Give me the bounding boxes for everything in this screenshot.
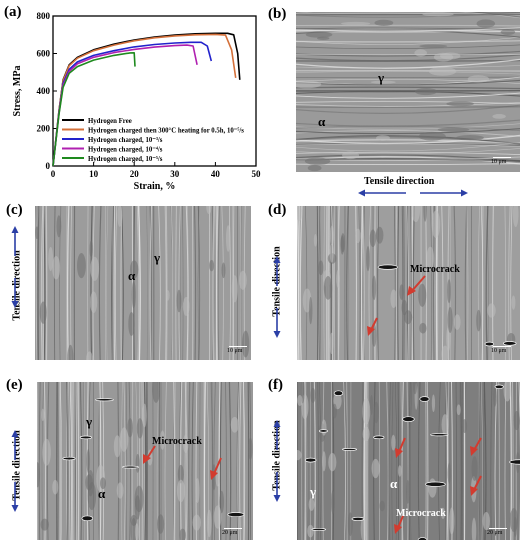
legend-entry-4: Hydrogen charged, 10⁻⁴/s bbox=[88, 147, 163, 154]
legend-entry-5: Hydrogen charged, 10⁻⁵/s bbox=[88, 156, 163, 163]
microcrack-arrows-f bbox=[394, 437, 482, 534]
y-tick-label: 0 bbox=[46, 161, 51, 171]
y-tick-label: 800 bbox=[37, 11, 51, 21]
x-tick-label: 50 bbox=[252, 169, 262, 179]
sem-texture bbox=[35, 206, 251, 360]
microcrack-arrows-e bbox=[143, 445, 222, 480]
alpha-label-c: α bbox=[128, 268, 136, 283]
panel-label-d: (d) bbox=[268, 202, 287, 218]
sem-image-b bbox=[296, 12, 520, 172]
x-tick-label: 40 bbox=[211, 169, 221, 179]
scale-bar-f: 20 μm bbox=[487, 528, 507, 536]
y-tick-label: 200 bbox=[37, 124, 51, 134]
gamma-label-e: γ bbox=[86, 414, 93, 429]
tensile-direction-label-b: Tensile direction bbox=[364, 176, 435, 187]
microcrack-label-e: Microcrack bbox=[152, 436, 202, 447]
series-line-2 bbox=[52, 33, 237, 167]
gamma-label-f: γ bbox=[310, 484, 317, 499]
y-axis-label: Stress, MPa bbox=[12, 66, 23, 117]
panel-label-b: (b) bbox=[268, 6, 287, 22]
panel-label-c: (c) bbox=[6, 202, 23, 218]
panel-label-a: (a) bbox=[4, 4, 22, 20]
gamma-label-b: γ bbox=[378, 70, 385, 85]
alpha-label-f: α bbox=[390, 476, 398, 491]
legend-entry-1: Hydrogen Free bbox=[88, 118, 132, 125]
x-tick-label: 30 bbox=[170, 169, 180, 179]
tensile-arrows-vertical-f bbox=[273, 420, 281, 502]
gamma-label-c: γ bbox=[154, 250, 161, 265]
tensile-arrows-vertical-c bbox=[11, 226, 19, 308]
microcrack-arrows-d bbox=[367, 275, 426, 336]
tensile-arrows-vertical-d bbox=[273, 256, 281, 338]
tensile-arrows-horizontal bbox=[358, 189, 468, 197]
x-axis-label: Strain, % bbox=[134, 181, 176, 192]
alpha-label-e: α bbox=[98, 486, 106, 501]
panel-label-e: (e) bbox=[6, 377, 23, 393]
x-tick-label: 20 bbox=[130, 169, 140, 179]
microcrack-label-f: Microcrack bbox=[396, 508, 446, 519]
tensile-arrows-vertical-e bbox=[11, 430, 19, 512]
x-tick-label: 10 bbox=[89, 169, 99, 179]
scale-bar-d: 10 μm bbox=[491, 346, 511, 354]
scale-bar-e: 20 μm bbox=[222, 528, 242, 536]
y-tick-label: 600 bbox=[37, 49, 51, 59]
sem-image-f bbox=[297, 382, 520, 540]
scale-bar-b: 10 μm bbox=[491, 157, 511, 165]
sem-texture bbox=[296, 12, 520, 172]
y-tick-label: 400 bbox=[37, 86, 51, 96]
scale-bar-c: 10 μm bbox=[227, 346, 247, 354]
sem-texture bbox=[297, 206, 520, 360]
legend-entry-2: Hydrogen charged then 300°C heating for … bbox=[88, 128, 244, 135]
x-tick-label: 0 bbox=[51, 169, 56, 179]
alpha-label-b: α bbox=[318, 114, 326, 129]
microcrack-label-d: Microcrack bbox=[410, 264, 460, 275]
legend-entry-3: Hydrogen charged, 10⁻³/s bbox=[88, 137, 163, 144]
series-line-5 bbox=[52, 51, 136, 167]
sem-image-c bbox=[35, 206, 251, 360]
panel-label-f: (f) bbox=[268, 377, 283, 393]
sem-image-d bbox=[297, 206, 520, 360]
sem-texture bbox=[297, 382, 520, 540]
